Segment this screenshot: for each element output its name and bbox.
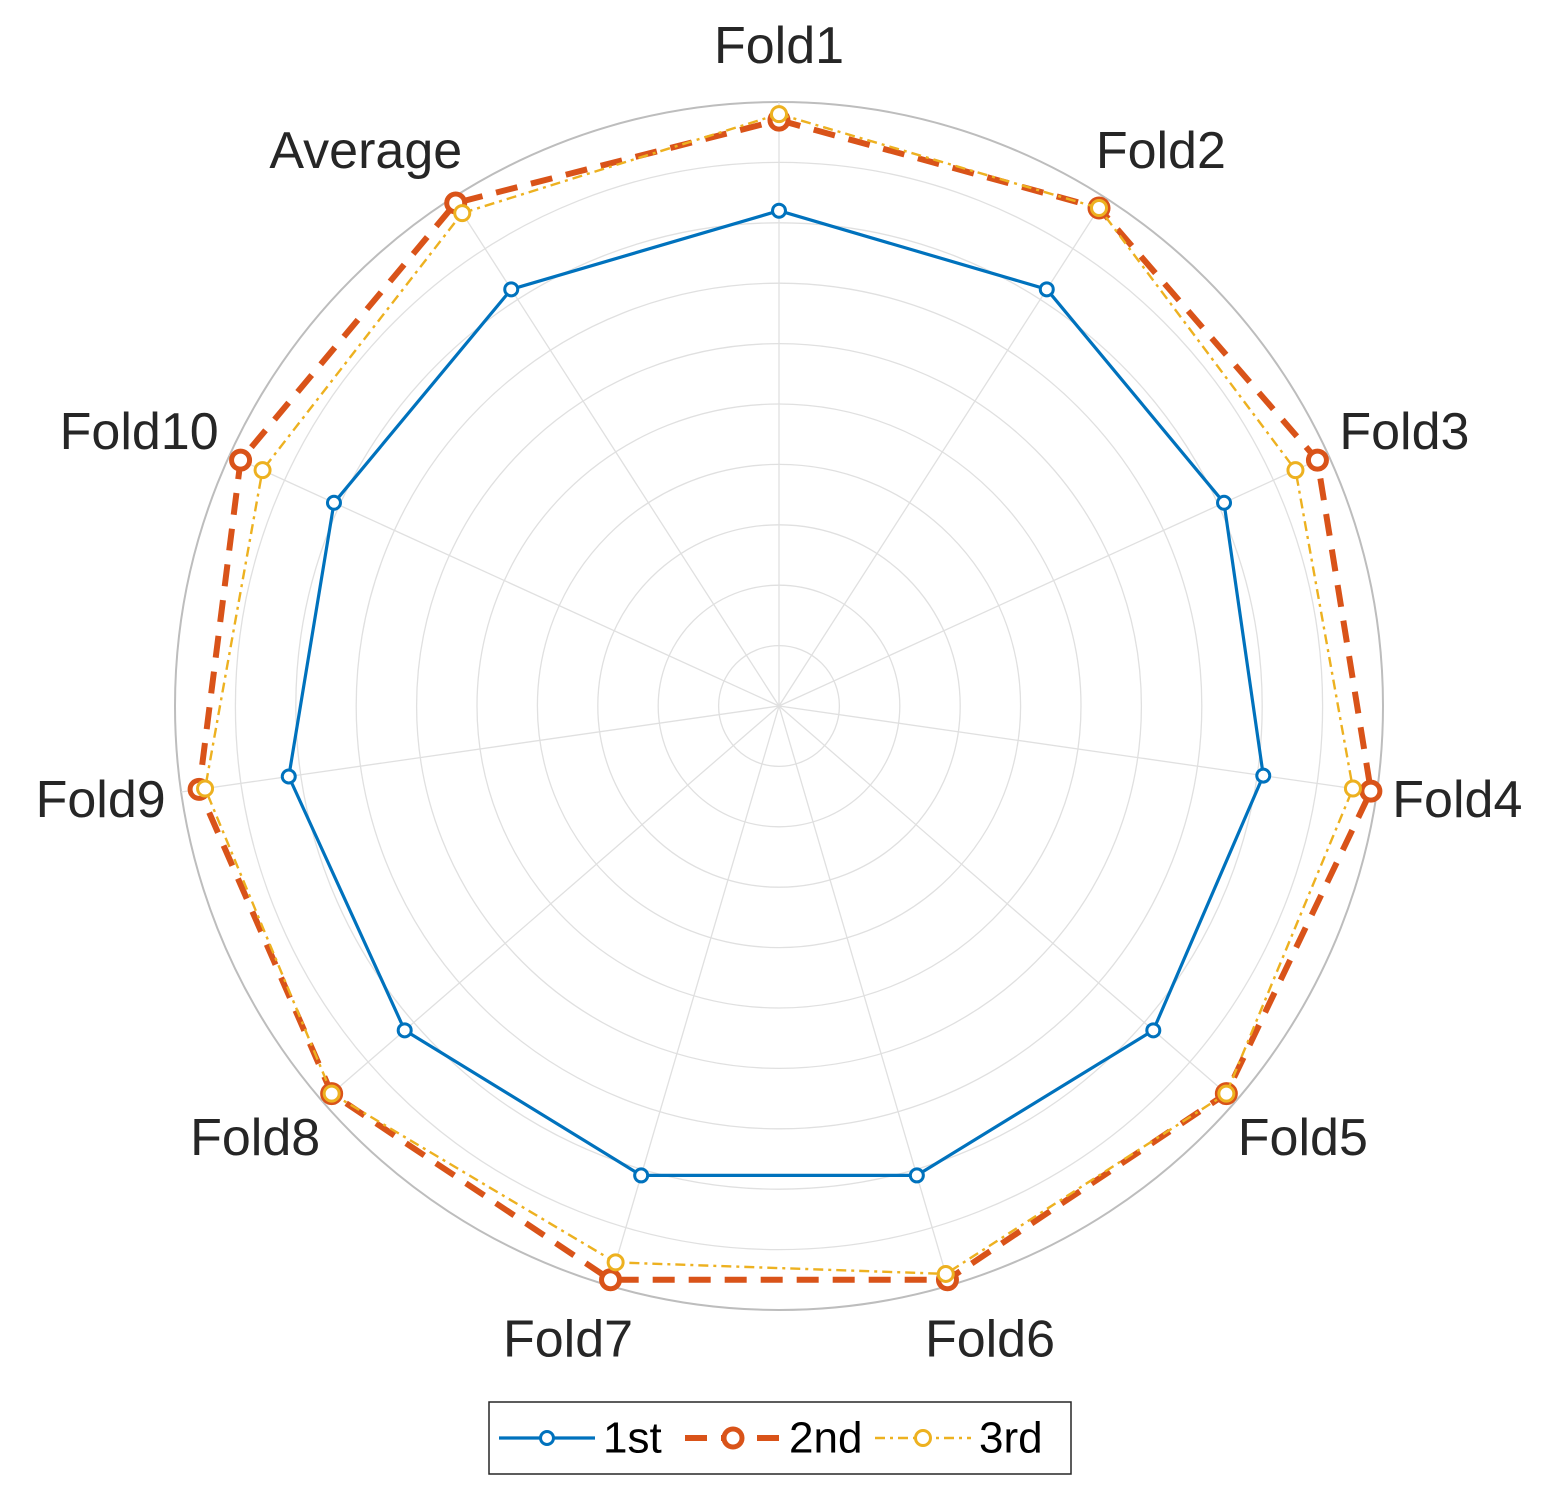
category-label-fold2: Fold2: [1096, 122, 1226, 180]
category-label-average: Average: [269, 122, 462, 180]
spoke-fold2: [778, 197, 1107, 707]
point-3rd-fold6: [936, 1264, 955, 1283]
point-3rd-fold5: [1217, 1084, 1236, 1103]
radial-spokes: [181, 102, 1377, 1286]
point-3rd-fold4: [1343, 779, 1362, 798]
spoke-fold7: [608, 705, 780, 1286]
category-label-fold3: Fold3: [1339, 403, 1469, 461]
series-1st: [280, 202, 1272, 1184]
legend-marker-1st: [539, 1430, 555, 1446]
data-series: [187, 105, 1383, 1292]
category-label-fold9: Fold9: [36, 771, 166, 829]
spoke-average: [451, 197, 780, 707]
point-3rd-fold3: [1286, 461, 1305, 480]
legend-label-1st: 1st: [603, 1414, 662, 1463]
point-1st-fold4: [1255, 767, 1272, 784]
point-1st-fold2: [1038, 281, 1055, 298]
point-1st-fold3: [1216, 494, 1233, 511]
point-3rd-fold10: [253, 461, 272, 480]
series-3rd: [196, 105, 1362, 1283]
legend-marker-2nd: [721, 1426, 745, 1450]
point-1st-fold9: [280, 768, 297, 785]
point-1st-fold6: [908, 1167, 925, 1184]
series-line-3rd: [203, 112, 1355, 1276]
point-3rd-fold7: [606, 1253, 625, 1272]
point-2nd-fold3: [1305, 448, 1329, 472]
spoke-fold9: [181, 705, 780, 793]
legend-label-3rd: 3rd: [979, 1414, 1043, 1463]
category-labels: Fold1 Fold2 Fold3 Fold4 Fold5 Fold6 Fold7 Fold8…: [36, 17, 1523, 1368]
category-label-fold5: Fold5: [1238, 1109, 1368, 1167]
point-1st-fold1: [771, 202, 787, 219]
spoke-fold5: [778, 705, 1236, 1103]
category-label-fold4: Fold4: [1392, 771, 1522, 829]
spoke-fold10: [229, 454, 780, 707]
point-3rd-average: [453, 204, 472, 223]
spoke-fold4: [778, 705, 1377, 793]
category-label-fold1: Fold1: [714, 17, 844, 75]
point-1st-average: [503, 281, 520, 298]
point-1st-fold5: [1145, 1022, 1162, 1039]
category-label-fold10: Fold10: [60, 403, 219, 461]
category-label-fold8: Fold8: [190, 1109, 320, 1167]
series-line-2nd: [196, 117, 1374, 1283]
spoke-fold6: [778, 705, 950, 1286]
point-2nd-fold7: [599, 1268, 623, 1292]
series-line-1st: [287, 209, 1265, 1177]
category-label-fold6: Fold6: [925, 1310, 1055, 1368]
point-1st-fold10: [325, 494, 342, 511]
spoke-fold8: [322, 705, 780, 1103]
point-2nd-fold10: [229, 448, 253, 472]
point-3rd-fold9: [196, 779, 215, 798]
point-3rd-fold1: [770, 105, 788, 124]
category-label-fold7: Fold7: [503, 1310, 633, 1368]
point-1st-fold7: [633, 1167, 650, 1184]
point-3rd-fold8: [322, 1084, 341, 1103]
legend: 1st 2nd 3rd: [488, 1401, 1072, 1475]
point-2nd-fold4: [1359, 779, 1383, 803]
point-1st-fold8: [396, 1022, 413, 1039]
point-3rd-fold2: [1090, 199, 1109, 218]
legend-label-2nd: 2nd: [789, 1414, 862, 1463]
legend-marker-3rd: [914, 1429, 932, 1447]
spoke-fold3: [778, 454, 1329, 707]
